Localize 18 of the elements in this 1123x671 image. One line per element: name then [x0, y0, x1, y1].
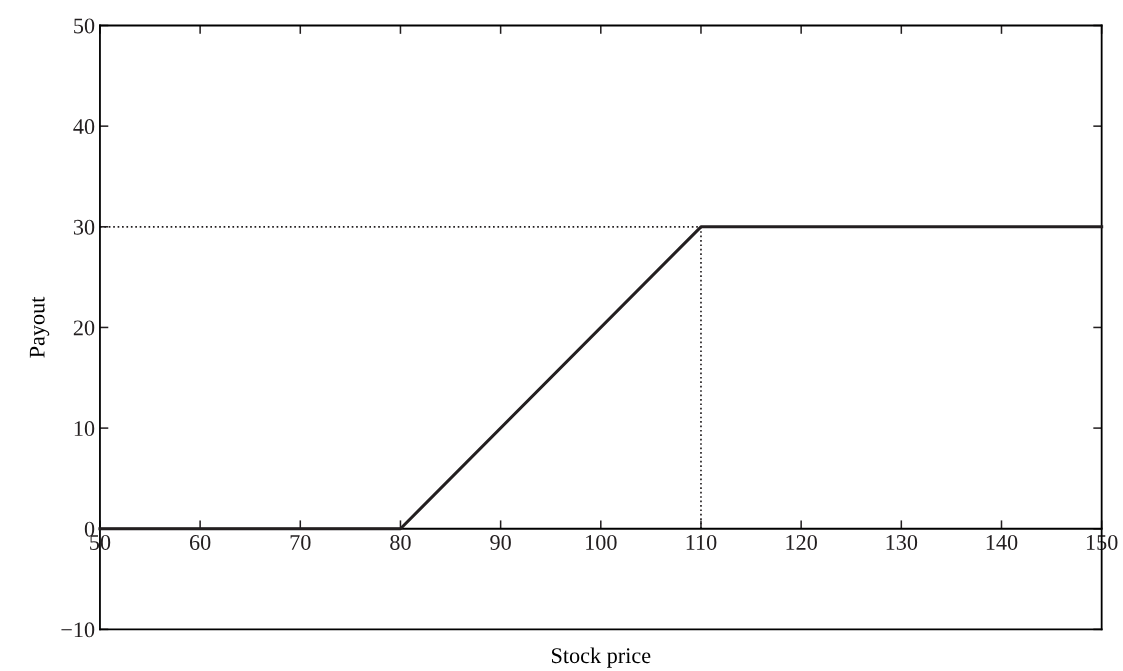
x-tick-label: 140: [986, 534, 1018, 550]
y-tick-label: 30: [73, 219, 95, 235]
y-tick-label: 0: [84, 521, 95, 537]
y-tick-label: 40: [73, 119, 95, 135]
x-tick-label: 120: [786, 534, 817, 550]
x-tick-label: 80: [390, 534, 411, 550]
x-tick-label: 90: [490, 534, 511, 550]
y-tick-label: 10: [74, 421, 95, 437]
x-tick-label: 100: [586, 534, 617, 550]
x-tick-label: 110: [686, 534, 717, 550]
x-tick-label: 130: [886, 534, 918, 550]
x-tick-label: 60: [189, 534, 211, 550]
y-tick-label: 50: [74, 18, 95, 34]
x-axis-title: Stock price: [552, 647, 651, 668]
y-tick-label: 20: [73, 320, 95, 336]
y-axis-title: Payout: [29, 296, 50, 358]
y-tick-label: −10: [61, 622, 95, 638]
x-tick-label: 70: [290, 534, 311, 550]
